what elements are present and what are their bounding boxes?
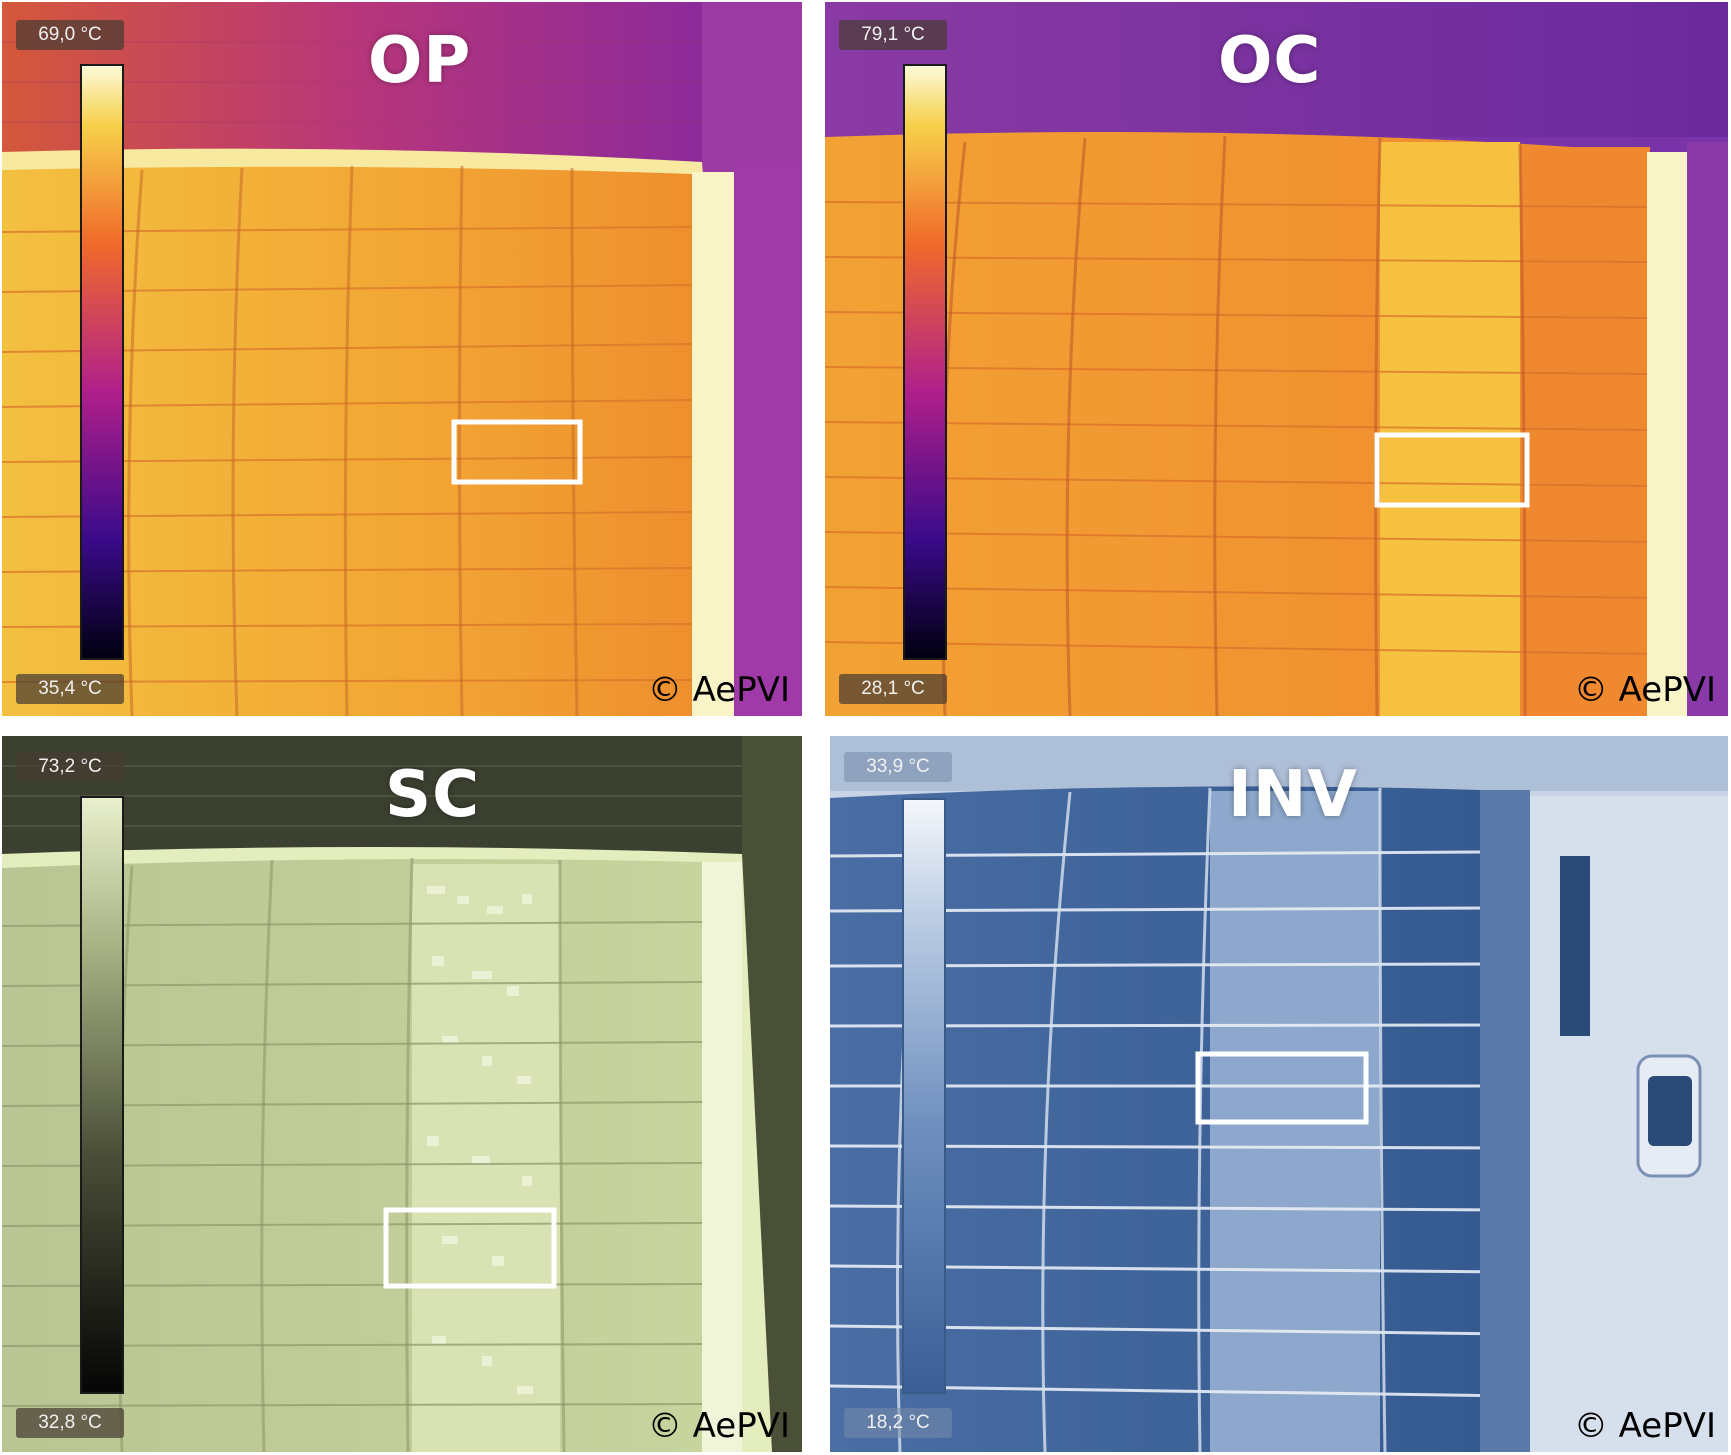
highlight-box-inv [1195,1051,1369,1125]
color-scale-bar-inv [902,798,946,1394]
thermal-scene-inv [830,736,1728,1452]
thermal-image-inv: 33,9 °C 18,2 °C INV © AePVI [830,736,1728,1452]
panel-title-op: OP [368,24,472,98]
color-scale-bar-op [80,64,124,660]
thermal-image-sc: 73,2 °C 32,8 °C SC © AePVI [2,736,802,1452]
max-temp-label-inv: 33,9 °C [844,752,952,782]
min-temp-label-oc: 28,1 °C [839,674,947,704]
panel-title-inv: INV [1228,758,1358,832]
color-scale-bar-sc [80,796,124,1394]
highlight-box-oc [1374,432,1530,508]
max-temp-label-op: 69,0 °C [16,20,124,50]
copyright-label-sc: © AePVI [647,1406,790,1446]
highlight-box-sc [383,1207,557,1289]
copyright-label-inv: © AePVI [1573,1406,1716,1446]
panel-title-sc: SC [385,758,481,832]
min-temp-label-sc: 32,8 °C [16,1408,124,1438]
thermal-scene-op [2,2,802,716]
max-temp-label-oc: 79,1 °C [839,20,947,50]
thermal-scene-sc [2,736,802,1452]
panel-title-oc: OC [1218,24,1322,98]
thermal-image-op: 69,0 °C 35,4 °C OP © AePVI [2,2,802,716]
highlight-box-op [451,419,583,485]
color-scale-bar-oc [903,64,947,660]
copyright-label-op: © AePVI [647,670,790,710]
copyright-label-oc: © AePVI [1573,670,1716,710]
max-temp-label-sc: 73,2 °C [16,752,124,782]
thermal-image-oc: 79,1 °C 28,1 °C OC © AePVI [825,2,1728,716]
min-temp-label-op: 35,4 °C [16,674,124,704]
thermal-scene-oc [825,2,1728,716]
min-temp-label-inv: 18,2 °C [844,1408,952,1438]
